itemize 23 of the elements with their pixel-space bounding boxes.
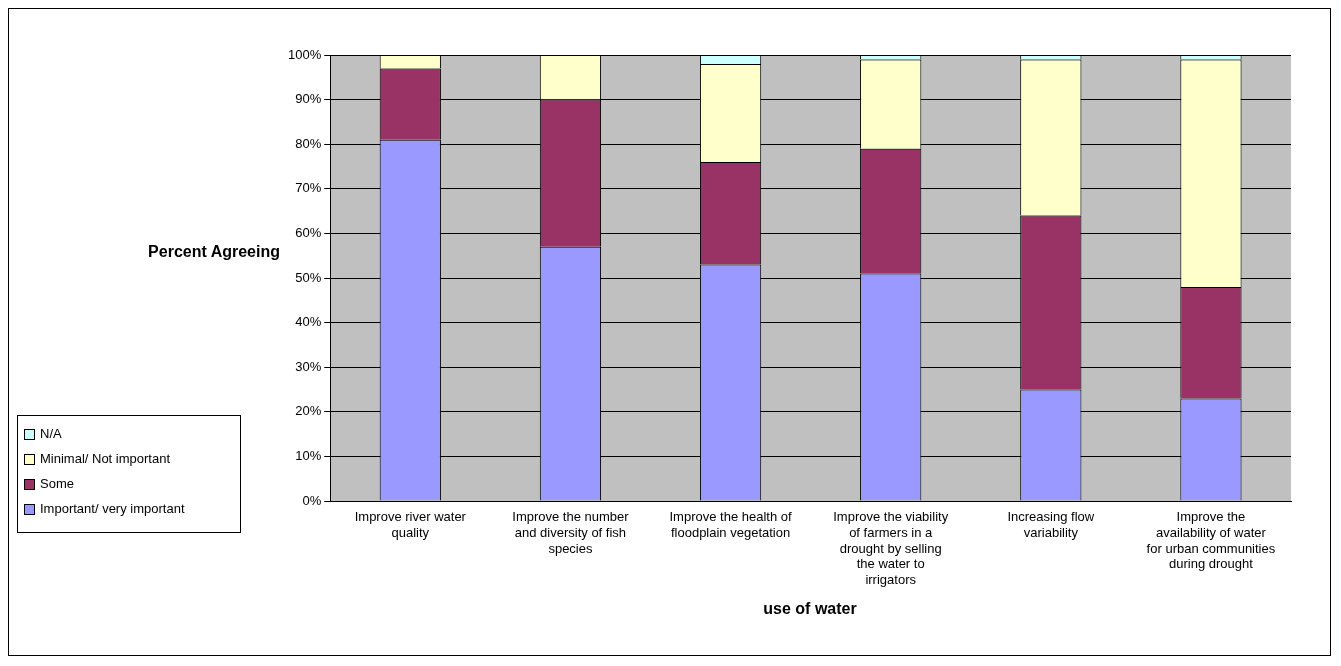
- legend-label: N/A: [40, 426, 62, 441]
- x-tick-label: Improve river water quality: [354, 509, 467, 540]
- y-tick-label: 100%: [288, 46, 322, 62]
- y-tick-label: 0%: [302, 492, 322, 508]
- y-tick-label: 80%: [295, 135, 322, 151]
- y-tick-label: 20%: [295, 403, 322, 419]
- y-tick-label: 50%: [295, 269, 322, 285]
- legend-label: Important/ very important: [40, 501, 185, 516]
- x-tick-label: Improve the availability of water for urban communities during drought: [1146, 509, 1276, 572]
- y-tick-label: 90%: [295, 91, 322, 107]
- x-axis-title: use of water: [762, 600, 858, 618]
- x-tick-label: Increasing flow variability: [1007, 509, 1095, 540]
- y-axis-title: Percent Agreeing: [147, 243, 280, 261]
- x-tick-label: Improve the health of floodplain vegetation: [669, 509, 793, 540]
- y-tick-label: 10%: [295, 447, 322, 463]
- x-tick-label: Improve the number and diversity of fish species: [512, 509, 630, 556]
- legend-label: Minimal/ Not important: [40, 451, 171, 466]
- y-tick-label: 40%: [295, 314, 322, 330]
- legend-label: Some: [40, 476, 74, 491]
- y-tick-label: 30%: [295, 358, 322, 374]
- x-tick-label: Improve the viability of farmers in a drought by selling the water to irrigators: [833, 509, 949, 587]
- y-tick-label: 70%: [295, 180, 322, 196]
- y-tick-label: 60%: [295, 224, 322, 240]
